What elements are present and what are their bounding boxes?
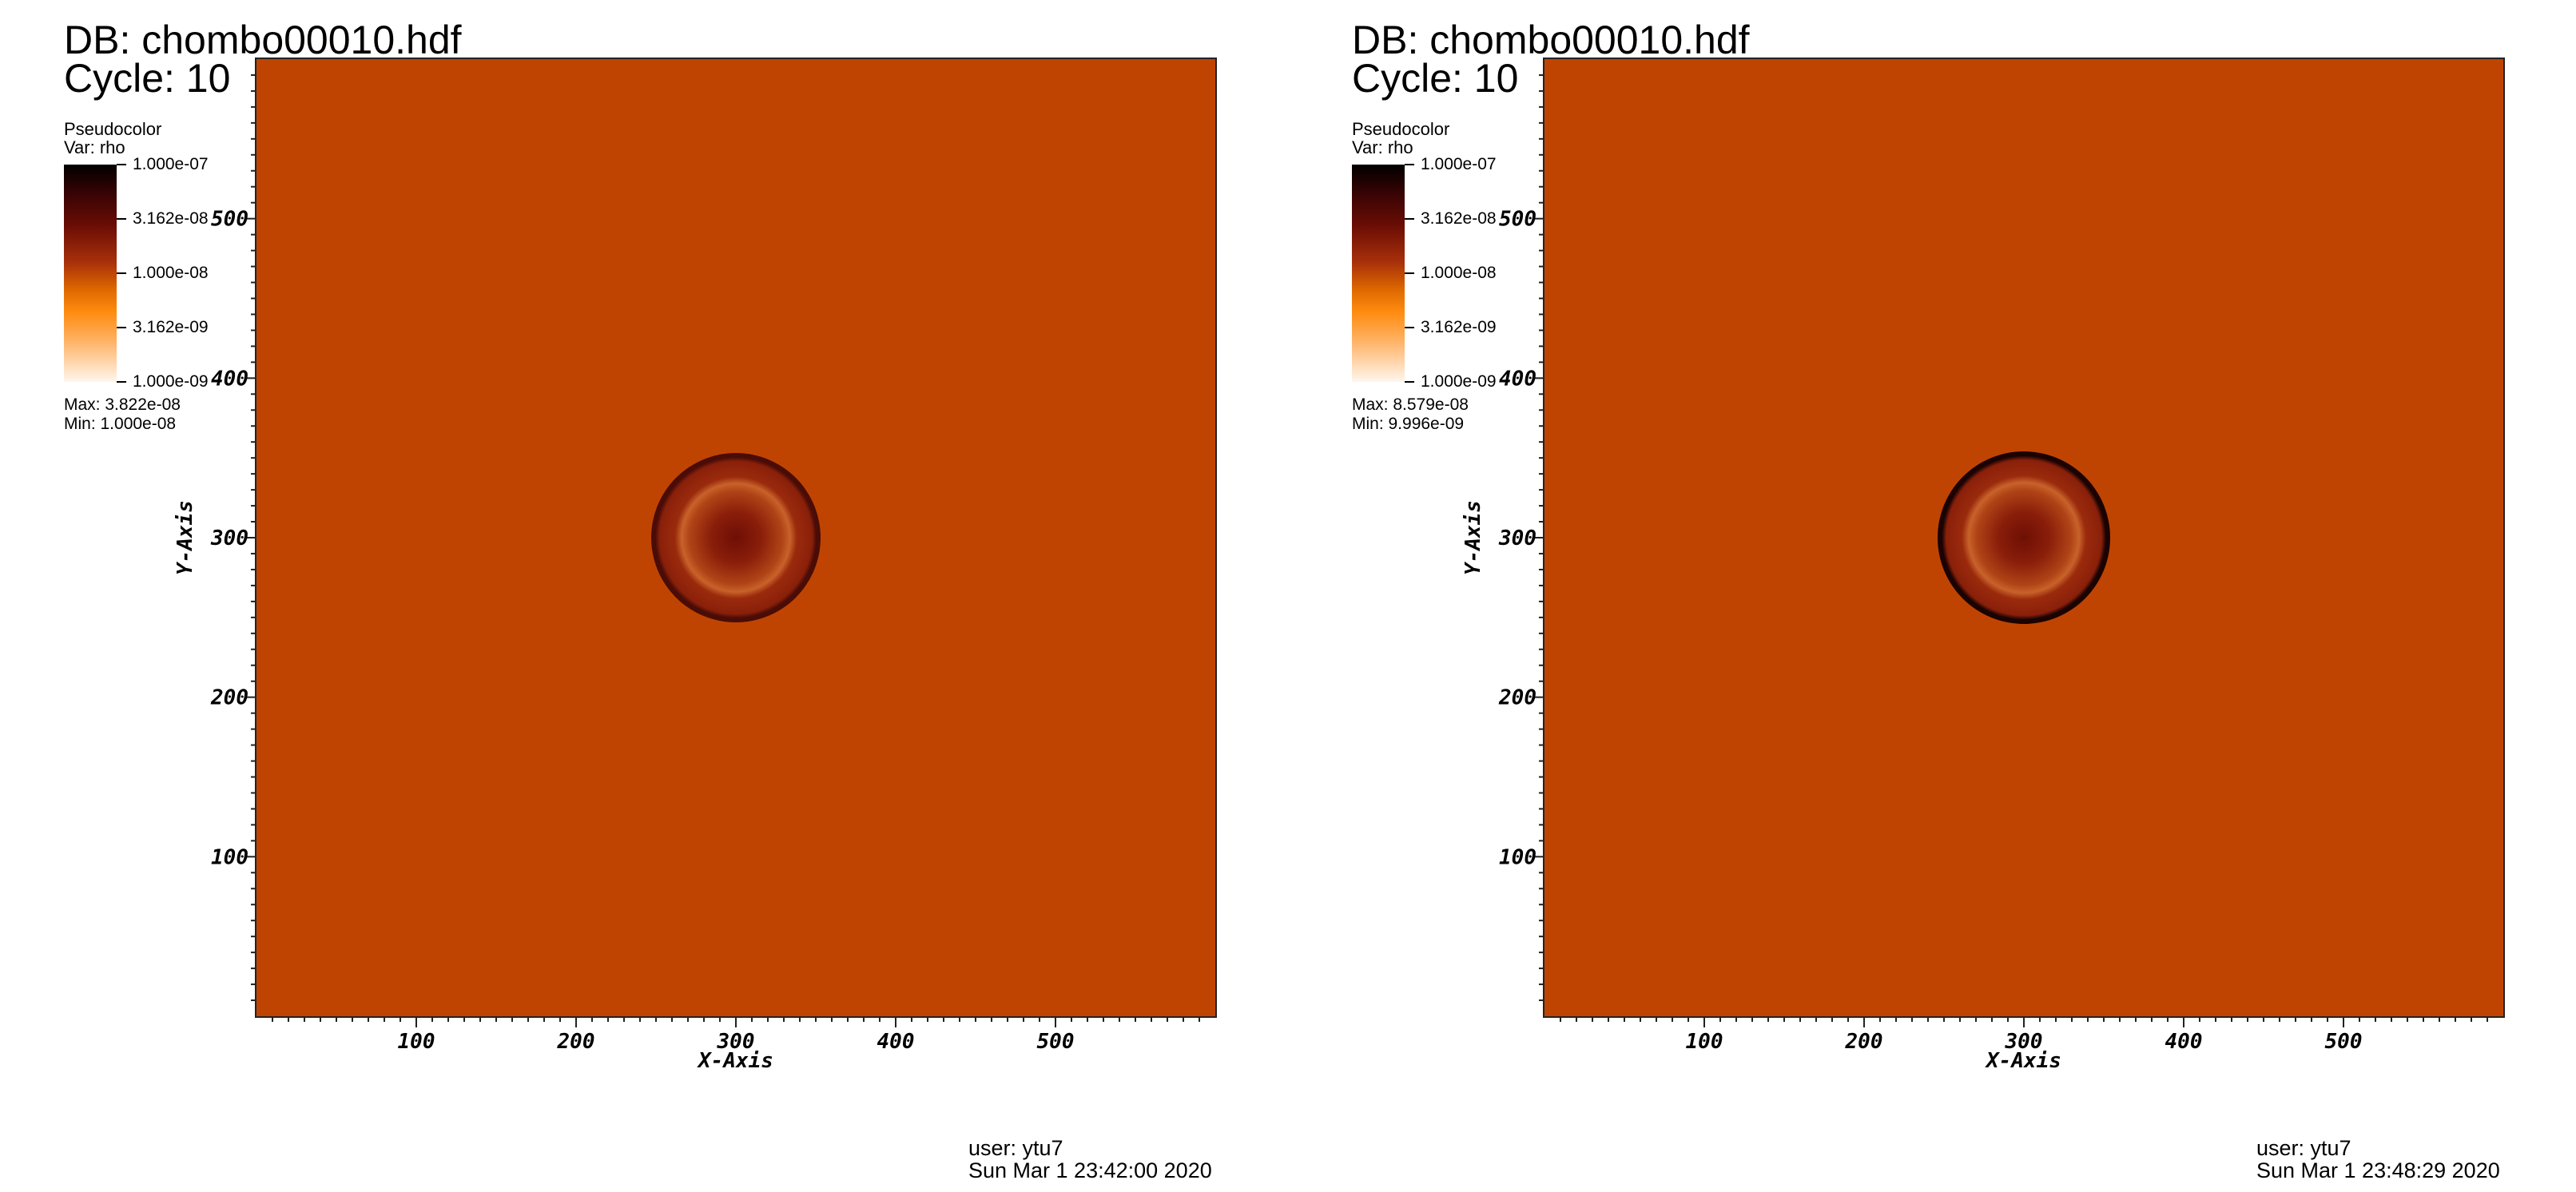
x-tick-label: 200 bbox=[1845, 1030, 1883, 1054]
footer-date: Sun Mar 1 23:42:00 2020 bbox=[968, 1158, 1212, 1182]
visit-plot-panel-right: DB: chombo00010.hdf Cycle: 10 Time:2.5e-… bbox=[1288, 0, 2576, 1192]
y-tick-label: 100 bbox=[1499, 845, 1536, 869]
y-tick-label: 200 bbox=[1498, 686, 1536, 710]
colorbar-tick-label: 1.000e-08 bbox=[1421, 264, 1497, 282]
colorbar-tick bbox=[117, 327, 126, 328]
visit-plot-panel-left: DB: chombo00010.hdf Cycle: 10 Time:2.5e-… bbox=[64, 18, 1217, 1182]
x-tick-label: 300 bbox=[2005, 1030, 2043, 1054]
colorbar-tick-label: 1.000e-09 bbox=[133, 372, 209, 391]
plot-field bbox=[651, 453, 821, 622]
x-tick-label: 200 bbox=[557, 1030, 595, 1054]
footer-user: user: ytu7 bbox=[968, 1136, 1063, 1160]
plot-field bbox=[1938, 451, 2110, 624]
colorbar-tick-label: 3.162e-09 bbox=[1421, 318, 1497, 336]
legend-min: Min: 1.000e-08 bbox=[64, 415, 177, 433]
legend-plot-type: Pseudocolor bbox=[64, 119, 162, 139]
x-axis-title: X-Axis bbox=[1985, 1049, 2061, 1073]
colorbar-tick bbox=[117, 218, 126, 220]
colorbar-tick bbox=[1405, 218, 1414, 220]
x-tick-label: 500 bbox=[1037, 1030, 1075, 1054]
colorbar-tick-label: 1.000e-07 bbox=[1421, 155, 1497, 173]
y-axis-title: Y-Axis bbox=[1461, 500, 1485, 575]
y-tick-label: 100 bbox=[211, 845, 248, 869]
colorbar-tick bbox=[117, 164, 126, 165]
y-tick-label: 300 bbox=[210, 526, 248, 550]
y-tick-label: 500 bbox=[211, 208, 248, 232]
colorbar-tick bbox=[1405, 327, 1414, 328]
colorbar bbox=[1352, 165, 1405, 382]
y-axis-title: Y-Axis bbox=[173, 500, 197, 575]
plot-axes: 100 200 300 400 500 100 200 300 400 500 X-Axis Y-Ax… bbox=[173, 74, 1200, 1073]
footer-user: user: ytu7 bbox=[2256, 1136, 2351, 1160]
legend-max: Max: 3.822e-08 bbox=[64, 395, 181, 414]
cycle-label: Cycle: 10 bbox=[64, 56, 231, 101]
colorbar-tick-label: 1.000e-07 bbox=[133, 155, 209, 173]
x-tick-label: 300 bbox=[717, 1030, 755, 1054]
x-tick-label: 400 bbox=[877, 1030, 915, 1054]
colorbar-tick bbox=[1405, 164, 1414, 165]
database-title: DB: chombo00010.hdf bbox=[1352, 18, 1750, 62]
colorbar-tick-label: 3.162e-09 bbox=[133, 318, 209, 336]
database-title: DB: chombo00010.hdf bbox=[64, 18, 462, 62]
legend-plot-type: Pseudocolor bbox=[1352, 119, 1450, 139]
x-axis-title: X-Axis bbox=[697, 1049, 773, 1073]
y-tick-label: 400 bbox=[1499, 367, 1536, 391]
legend-variable: Var: rho bbox=[64, 137, 125, 157]
x-tick-label: 100 bbox=[398, 1030, 435, 1054]
y-tick-label: 500 bbox=[1499, 208, 1536, 232]
legend-max: Max: 8.579e-08 bbox=[1352, 395, 1469, 414]
x-tick-label: 100 bbox=[1686, 1030, 1723, 1054]
y-tick-label: 400 bbox=[211, 367, 248, 391]
colorbar-tick-label: 3.162e-08 bbox=[133, 209, 209, 228]
cycle-label: Cycle: 10 bbox=[1352, 56, 1519, 101]
colorbar-tick bbox=[117, 381, 126, 383]
colorbar-tick bbox=[1405, 272, 1414, 274]
footer-date: Sun Mar 1 23:48:29 2020 bbox=[2256, 1158, 2500, 1182]
colorbar-tick-label: 3.162e-08 bbox=[1421, 209, 1497, 228]
colorbar-tick bbox=[117, 272, 126, 274]
colorbar-tick bbox=[1405, 381, 1414, 383]
legend-min: Min: 9.996e-09 bbox=[1352, 415, 1465, 433]
density-sphere bbox=[1938, 451, 2110, 624]
legend-variable: Var: rho bbox=[1352, 137, 1413, 157]
x-tick-label: 500 bbox=[2325, 1030, 2363, 1054]
y-tick-label: 200 bbox=[210, 686, 248, 710]
colorbar-tick-label: 1.000e-08 bbox=[133, 264, 209, 282]
y-tick-label: 300 bbox=[1498, 526, 1536, 550]
plot-axes: 100 200 300 400 500 100 200 300 400 500 X-Axis Y-Ax… bbox=[1461, 74, 2488, 1073]
density-sphere bbox=[651, 453, 821, 622]
x-tick-label: 400 bbox=[2165, 1030, 2203, 1054]
colorbar-tick-label: 1.000e-09 bbox=[1421, 372, 1497, 391]
colorbar bbox=[64, 165, 117, 382]
